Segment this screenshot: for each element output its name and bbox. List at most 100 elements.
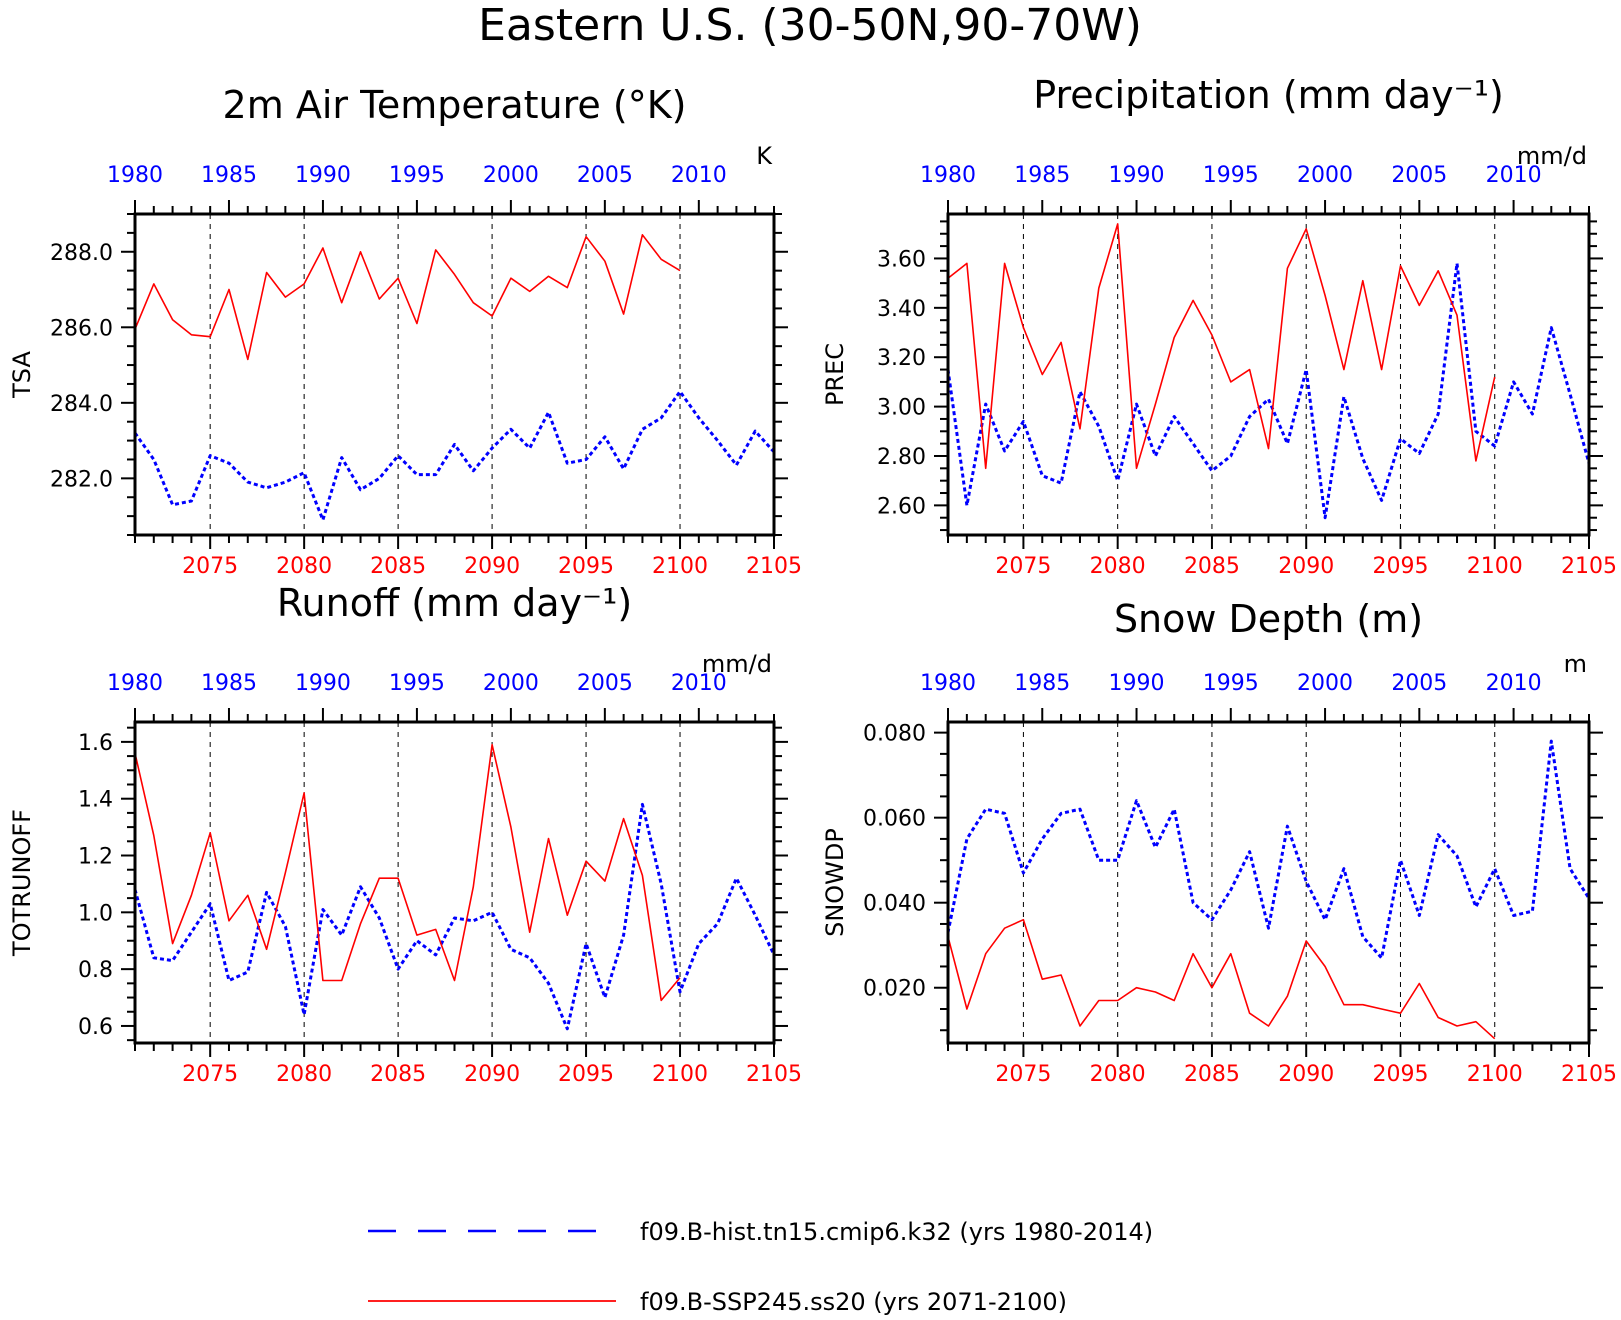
x-tick-label-top: 1980 [920, 671, 976, 696]
x-tick-label-bottom: 2095 [558, 1062, 614, 1087]
x-tick-label-top: 1985 [1014, 671, 1070, 696]
panels: 2m Air Temperature (°K) K TSA 2075 2080 2085 2… [8, 73, 1617, 1087]
x-tick-label-bottom: 2075 [995, 554, 1051, 579]
chart-panel-1: 2m Air Temperature (°K) K TSA 2075 2080 2085 2… [8, 83, 802, 579]
y-tick-label: 0.040 [863, 892, 926, 917]
y-axis-label: SNOWDP [821, 828, 849, 937]
panel-title: Precipitation (mm day⁻¹) [1033, 73, 1504, 117]
plot-frame [133, 212, 776, 537]
plot-frame [946, 720, 1591, 1045]
x-tick-label-bottom: 2085 [370, 554, 426, 579]
y-tick-label: 3.60 [877, 247, 926, 272]
legend: f09.B-hist.tn15.cmip6.k32 (yrs 1980-2014… [368, 1218, 1153, 1316]
x-tick-label-bottom: 2095 [558, 554, 614, 579]
x-tick-label-bottom: 2095 [1372, 1062, 1428, 1087]
x-tick-label-top: 1980 [920, 163, 976, 188]
y-tick-label: 0.060 [863, 807, 926, 832]
units-label: m [1564, 650, 1587, 678]
chart-panel-2: Precipitation (mm day⁻¹) mm/d PREC 2075 2080… [821, 73, 1617, 579]
x-tick-label-top: 2000 [483, 163, 539, 188]
series-hist-line [946, 739, 1591, 960]
x-tick-label-bottom: 2105 [746, 554, 802, 579]
chart-panel-4: Snow Depth (m) m SNOWDP 2075 2080 2085 2090 209… [821, 597, 1617, 1087]
y-tick-label: 288.0 [50, 241, 113, 266]
y-axis-label: TOTRUNOFF [8, 809, 36, 957]
series-ssp-line [134, 743, 681, 1002]
x-tick-label-top: 1995 [1203, 671, 1259, 696]
series-hist-line [946, 261, 1591, 520]
x-tick-label-top: 1995 [1203, 163, 1259, 188]
x-tick-label-bottom: 2085 [370, 1062, 426, 1087]
x-tick-label-bottom: 2105 [1561, 554, 1617, 579]
x-tick-label-top: 2000 [483, 671, 539, 696]
series-ssp-line [947, 223, 1496, 470]
legend-label-1: f09.B-hist.tn15.cmip6.k32 (yrs 1980-2014… [640, 1218, 1153, 1246]
x-tick-label-bottom: 2105 [1561, 1062, 1617, 1087]
y-tick-label: 3.20 [877, 346, 926, 371]
x-tick-label-bottom: 2085 [1184, 1062, 1240, 1087]
x-tick-label-bottom: 2085 [1184, 554, 1240, 579]
x-tick-label-top: 2010 [671, 163, 727, 188]
series-hist-line [133, 390, 776, 522]
x-tick-label-bottom: 2090 [1278, 1062, 1334, 1087]
x-tick-label-bottom: 2080 [1090, 554, 1146, 579]
x-tick-label-top: 2000 [1297, 671, 1353, 696]
x-tick-label-bottom: 2080 [1090, 1062, 1146, 1087]
x-tick-label-top: 1980 [107, 163, 163, 188]
x-tick-label-bottom: 2095 [1372, 554, 1428, 579]
x-tick-label-bottom: 2100 [652, 554, 708, 579]
x-tick-label-top: 2005 [1391, 671, 1447, 696]
y-tick-label: 0.8 [78, 958, 113, 983]
plot-frame [946, 212, 1591, 537]
x-tick-label-top: 1995 [389, 163, 445, 188]
x-tick-label-top: 1990 [1109, 671, 1165, 696]
x-tick-label-top: 2005 [577, 671, 633, 696]
y-tick-label: 2.80 [877, 445, 926, 470]
x-tick-label-bottom: 2080 [276, 1062, 332, 1087]
x-tick-label-bottom: 2090 [464, 554, 520, 579]
series-ssp-line [134, 234, 681, 361]
units-label: K [756, 142, 773, 170]
chart-panel-3: Runoff (mm day⁻¹) mm/d TOTRUNOFF 2075 2080 20… [8, 581, 802, 1087]
x-tick-label-top: 2010 [1486, 671, 1542, 696]
plot-frame [133, 720, 776, 1045]
x-tick-label-top: 1985 [201, 671, 257, 696]
x-tick-label-bottom: 2075 [995, 1062, 1051, 1087]
y-tick-label: 2.60 [877, 494, 926, 519]
x-tick-label-bottom: 2090 [1278, 554, 1334, 579]
series-ssp-line [947, 918, 1496, 1040]
x-tick-label-bottom: 2090 [464, 1062, 520, 1087]
y-axis-label: TSA [8, 351, 36, 399]
figure-title: Eastern U.S. (30-50N,90-70W) [478, 0, 1142, 51]
x-tick-label-top: 2010 [1486, 163, 1542, 188]
y-tick-label: 1.2 [78, 845, 113, 870]
legend-label-2: f09.B-SSP245.ss20 (yrs 2071-2100) [640, 1288, 1067, 1316]
y-tick-label: 1.0 [78, 901, 113, 926]
y-tick-label: 284.0 [50, 392, 113, 417]
series-hist-line [133, 802, 776, 1031]
x-tick-label-bottom: 2100 [1467, 1062, 1523, 1087]
panel-title: 2m Air Temperature (°K) [223, 83, 687, 127]
x-tick-label-top: 1990 [1109, 163, 1165, 188]
x-tick-label-top: 1990 [295, 163, 351, 188]
units-label: mm/d [1517, 142, 1587, 170]
x-tick-label-top: 2010 [671, 671, 727, 696]
y-tick-label: 0.080 [863, 722, 926, 747]
x-tick-label-top: 2005 [577, 163, 633, 188]
y-tick-label: 282.0 [50, 467, 113, 492]
y-tick-label: 1.6 [78, 731, 113, 756]
x-tick-label-top: 1985 [1014, 163, 1070, 188]
panel-title: Snow Depth (m) [1114, 597, 1423, 641]
x-tick-label-bottom: 2100 [1467, 554, 1523, 579]
x-tick-label-bottom: 2075 [182, 1062, 238, 1087]
x-tick-label-top: 1985 [201, 163, 257, 188]
y-tick-label: 0.6 [78, 1015, 113, 1040]
x-tick-label-bottom: 2105 [746, 1062, 802, 1087]
y-axis-label: PREC [821, 343, 849, 406]
y-tick-label: 3.40 [877, 297, 926, 322]
x-tick-label-bottom: 2080 [276, 554, 332, 579]
panel-title: Runoff (mm day⁻¹) [277, 581, 632, 625]
y-tick-label: 0.020 [863, 977, 926, 1002]
y-tick-label: 3.00 [877, 396, 926, 421]
